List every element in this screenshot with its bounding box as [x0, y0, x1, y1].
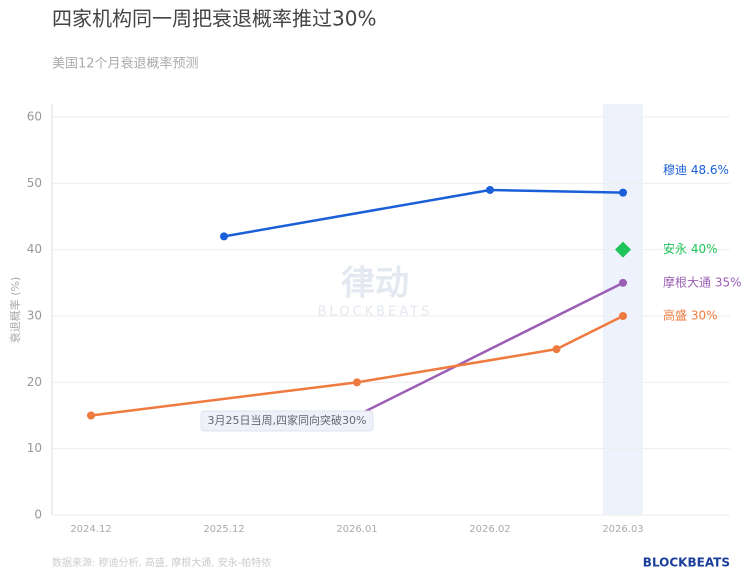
watermark-sub: BLOCKBEATS: [318, 305, 433, 320]
series-line: [489, 188, 624, 194]
point: [619, 278, 627, 287]
end-label: 穆迪 48.6%: [663, 162, 729, 177]
annotation-box: [200, 410, 374, 432]
x-tick-label: 2026.02: [469, 524, 510, 535]
x-tick-label: 2026.01: [336, 524, 377, 535]
y-tick-label: 40: [27, 242, 42, 256]
end-label: 高盛 30%: [663, 308, 718, 323]
y-tick-label: 50: [27, 176, 42, 190]
y-tick-label: 0: [34, 508, 42, 522]
chart-title: 四家机构同一周把衰退概率推过30%: [52, 7, 376, 31]
source: 数据来源: 穆迪分析, 高盛, 摩根大通, 安永-帕特侬: [52, 556, 271, 569]
chart-subtitle: 美国12个月衰退概率预测: [52, 56, 199, 72]
x-tick-label: 2026.03: [602, 524, 643, 535]
point: [87, 411, 95, 420]
y-tick-label: 10: [27, 441, 42, 455]
y-tick-label: 20: [27, 375, 42, 389]
series-line: [356, 281, 624, 417]
watermark: 律动: [341, 264, 409, 304]
point: [220, 232, 228, 241]
y-tick-label: 60: [27, 110, 42, 124]
x-tick-label: 2025.12: [203, 524, 244, 535]
point: [353, 378, 361, 387]
brand: BLOCKBEATS: [643, 556, 730, 570]
end-label: 摩根大通 35%: [663, 274, 742, 289]
series-line: [356, 347, 557, 384]
y-axis-label: 衰退概率 (%): [8, 277, 22, 344]
annotation: 3月25日当周,四家同向突破30%: [208, 413, 367, 427]
highlight-band: [603, 104, 643, 515]
point: [615, 241, 631, 258]
series-line: [90, 381, 358, 417]
point: [552, 345, 561, 354]
y-tick-label: 30: [27, 309, 42, 323]
point: [486, 185, 494, 194]
end-label: 安永 40%: [663, 241, 718, 256]
point: [619, 188, 627, 197]
series-line: [555, 314, 624, 351]
series-line: [223, 188, 491, 238]
point: [619, 312, 627, 320]
x-tick-label: 2024.12: [70, 524, 111, 535]
